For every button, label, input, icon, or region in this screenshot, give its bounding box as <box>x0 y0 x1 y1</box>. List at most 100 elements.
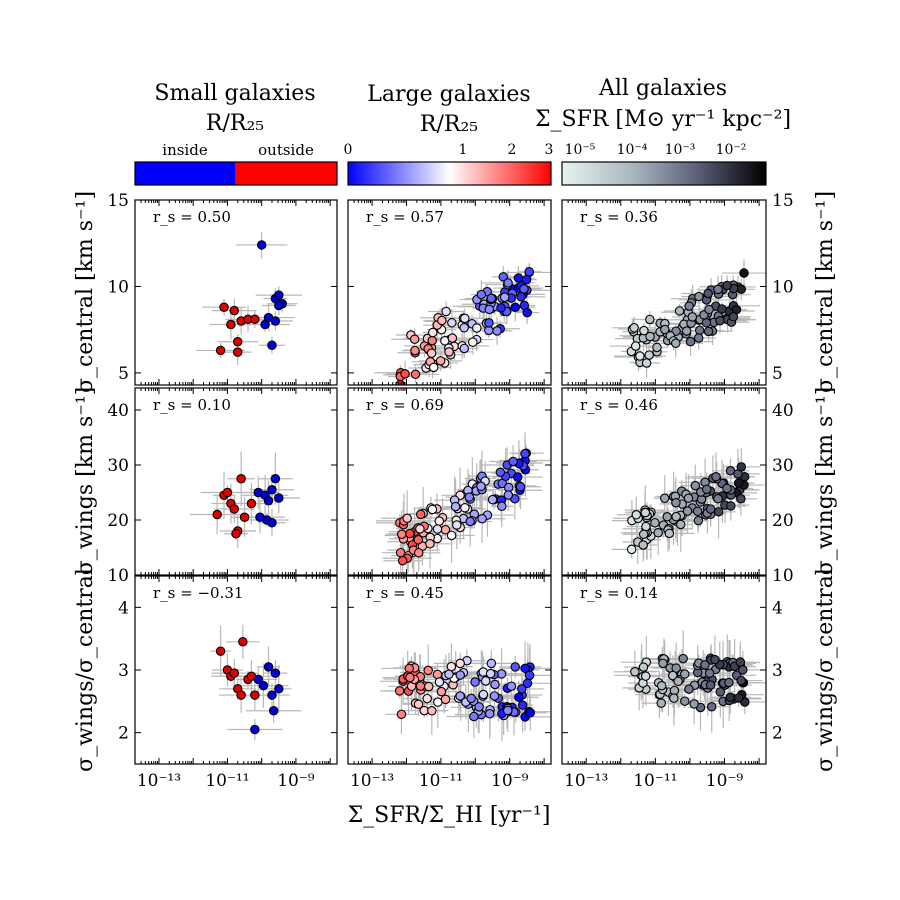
data-point <box>520 448 530 459</box>
data-point <box>503 490 514 500</box>
panel-frame <box>561 387 767 576</box>
data-point <box>413 699 424 709</box>
data-point <box>263 662 274 672</box>
xlabel: Σ_SFR/Σ_HI [yr⁻¹] <box>348 803 551 828</box>
data-point <box>635 351 645 361</box>
y-tick-label: 10 <box>107 566 129 586</box>
data-point <box>444 347 454 357</box>
data-point <box>472 323 482 333</box>
data-point <box>267 517 277 528</box>
data-point <box>236 690 246 700</box>
data-point <box>680 669 690 679</box>
data-point <box>495 467 506 478</box>
data-point <box>427 504 438 515</box>
data-point <box>238 637 248 647</box>
panel-r1-c1: r_s = 0.50 5 10 15 <box>107 191 338 386</box>
data-point <box>513 273 524 283</box>
data-point <box>232 347 243 357</box>
ylabel-row2-left: σ_wings [km s⁻¹] <box>73 387 98 576</box>
data-point <box>469 711 479 722</box>
y-tick-label: 5 <box>772 364 783 384</box>
data-point <box>410 345 420 356</box>
data-point <box>434 516 445 526</box>
data-point <box>517 684 527 694</box>
colorbar-all-gradient <box>562 162 766 185</box>
data-point <box>250 314 260 325</box>
data-point <box>706 701 717 712</box>
data-point <box>656 698 667 708</box>
col3-title: All galaxies <box>598 76 727 101</box>
colorbar-all: 10⁻⁵ 10⁻⁴ 10⁻³ 10⁻² <box>561 142 767 186</box>
data-point <box>713 507 724 517</box>
data-point <box>508 456 518 467</box>
data-point <box>229 668 240 678</box>
panel-frame <box>134 387 338 576</box>
data-point <box>736 494 746 504</box>
data-point <box>711 471 721 482</box>
data-point <box>219 302 229 312</box>
data-point <box>671 338 681 348</box>
rs-value: r_s = 0.46 <box>580 396 658 414</box>
data-point <box>683 493 694 504</box>
rs-value: r_s = 0.50 <box>153 208 231 226</box>
data-point <box>733 478 744 488</box>
data-point <box>653 527 663 538</box>
data-point <box>645 331 655 342</box>
x-tick-label: 10⁻¹³ <box>564 771 608 791</box>
data-point <box>520 663 530 674</box>
data-point <box>703 326 714 337</box>
data-point <box>409 334 420 344</box>
data-point <box>660 324 670 335</box>
data-point <box>678 653 688 664</box>
data-point <box>681 326 692 336</box>
data-point <box>232 337 243 347</box>
y-tick-label: 30 <box>107 456 129 476</box>
data-point <box>226 319 236 330</box>
data-point <box>722 280 732 291</box>
rs-value: r_s = 0.10 <box>153 396 231 414</box>
data-point <box>446 530 457 541</box>
data-point <box>724 677 734 688</box>
data-point <box>645 314 655 325</box>
panel-frame <box>134 199 338 386</box>
data-point <box>466 693 476 704</box>
y-tick-label: 5 <box>118 364 129 384</box>
data-point <box>250 724 260 735</box>
data-point <box>396 709 407 720</box>
data-point <box>735 657 746 667</box>
data-point <box>423 665 433 676</box>
data-point <box>630 341 641 351</box>
y-tick-label: 3 <box>772 661 783 681</box>
data-point <box>246 498 257 509</box>
data-point <box>656 680 667 691</box>
data-point <box>675 519 686 530</box>
y-tick-label: 10 <box>107 277 129 297</box>
data-point <box>268 705 279 716</box>
panel-r2-c3: r_s = 0.46 10 20 30 40 <box>561 387 794 586</box>
data-point <box>631 510 642 520</box>
data-point <box>700 660 710 670</box>
data-point <box>498 272 509 282</box>
data-point <box>415 681 426 691</box>
data-point <box>728 312 739 322</box>
data-point <box>694 291 704 302</box>
points-r1-c3 <box>609 259 766 378</box>
data-point <box>694 325 705 336</box>
data-point <box>680 696 690 706</box>
data-point <box>250 690 260 700</box>
data-point <box>410 369 421 380</box>
colorbar-large: 0 1 2 3 <box>344 142 553 186</box>
data-point <box>638 529 649 540</box>
data-point <box>459 323 469 333</box>
data-point <box>701 484 712 495</box>
colorbar-all-tick-2: 10⁻³ <box>665 142 696 158</box>
data-point <box>489 691 500 701</box>
data-point <box>464 492 475 502</box>
data-point <box>422 693 432 704</box>
data-point <box>484 304 495 315</box>
colorbar-small-outside <box>235 162 337 185</box>
points-r2-c1 <box>189 451 301 548</box>
data-point <box>640 671 651 681</box>
panel-r3-c2: r_s = 0.45 10⁻¹³ 10⁻¹¹ 10⁻⁹ <box>347 575 552 791</box>
points-r1-c1 <box>196 231 302 365</box>
